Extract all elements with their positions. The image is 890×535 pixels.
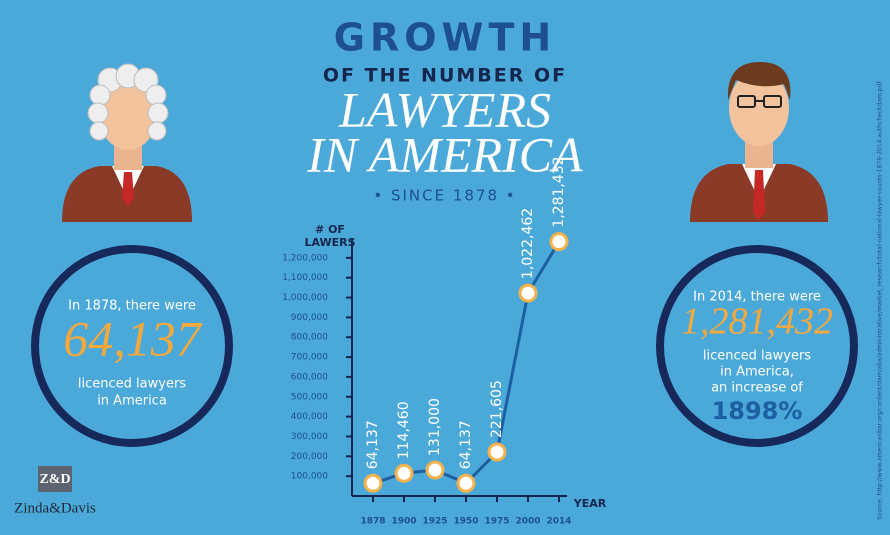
y-tick-label: 900,000 bbox=[291, 313, 328, 323]
title-sub: OF THE NUMBER OF bbox=[323, 65, 567, 87]
data-label: 131,000 bbox=[427, 398, 443, 456]
right-circle bbox=[656, 245, 858, 447]
x-tick-label: 2014 bbox=[546, 517, 571, 527]
x-tick-label: 1975 bbox=[484, 517, 509, 527]
data-point bbox=[394, 463, 414, 483]
data-point bbox=[363, 473, 383, 493]
y-tick-label: 300,000 bbox=[291, 432, 328, 442]
x-tick-label: 1900 bbox=[391, 517, 416, 527]
y-tick-label: 1,100,000 bbox=[282, 273, 328, 283]
logo-mark: Z&D bbox=[39, 472, 70, 487]
data-point bbox=[456, 473, 476, 493]
right-line2: in America, bbox=[720, 365, 794, 380]
data-point bbox=[425, 460, 445, 480]
data-point bbox=[549, 232, 569, 252]
y-tick-label: 700,000 bbox=[291, 353, 328, 363]
right-number: 1,281,432 bbox=[681, 301, 833, 343]
title-america: IN AMERICA bbox=[306, 126, 583, 182]
y-tick-label: 1,200,000 bbox=[282, 253, 328, 263]
title-since: • SINCE 1878 • bbox=[373, 187, 516, 205]
right-line1: licenced lawyers bbox=[703, 349, 811, 364]
logo-box bbox=[38, 466, 72, 492]
x-axis-label: YEAR bbox=[573, 497, 607, 510]
y-tick-label: 600,000 bbox=[291, 372, 328, 382]
lawyer-icon bbox=[690, 62, 828, 222]
left-intro: In 1878, there were bbox=[68, 299, 196, 314]
y-tick-label: 800,000 bbox=[291, 333, 328, 343]
y-tick-label: 1,000,000 bbox=[282, 293, 328, 303]
x-tick-label: 1925 bbox=[422, 517, 447, 527]
left-line2: in America bbox=[97, 394, 167, 409]
x-tick-label: 1878 bbox=[360, 517, 385, 527]
data-point bbox=[487, 442, 507, 462]
title-growth: GROWTH bbox=[334, 16, 556, 60]
logo-name: Zinda&Davis bbox=[14, 500, 96, 516]
left-number: 64,137 bbox=[63, 310, 203, 366]
judge-icon bbox=[62, 63, 192, 222]
data-point bbox=[518, 283, 538, 303]
left-circle bbox=[31, 245, 233, 447]
data-label: 1,281,432 bbox=[551, 156, 567, 227]
data-label: 64,137 bbox=[365, 420, 381, 469]
right-intro: In 2014, there were bbox=[693, 290, 821, 305]
left-line1: licenced lawyers bbox=[78, 377, 186, 392]
source-note: Source: http://www.americanbar.org/conte… bbox=[877, 81, 884, 520]
title-lawyers: LAWYERS bbox=[338, 81, 551, 137]
y-tick-label: 500,000 bbox=[291, 392, 328, 402]
right-line3: an increase of bbox=[711, 381, 803, 396]
y-axis-label: # OF bbox=[315, 223, 345, 236]
y-tick-label: 400,000 bbox=[291, 412, 328, 422]
x-tick-label: 2000 bbox=[515, 517, 540, 527]
y-axis-label: LAWERS bbox=[304, 236, 355, 249]
data-label: 114,460 bbox=[396, 401, 412, 459]
y-tick-label: 200,000 bbox=[291, 452, 328, 462]
right-percent: 1898% bbox=[712, 397, 803, 425]
data-label: 221,605 bbox=[489, 380, 505, 438]
x-tick-label: 1950 bbox=[453, 517, 478, 527]
data-label: 64,137 bbox=[458, 420, 474, 469]
data-label: 1,022,462 bbox=[520, 208, 536, 279]
y-tick-label: 100,000 bbox=[291, 472, 328, 482]
